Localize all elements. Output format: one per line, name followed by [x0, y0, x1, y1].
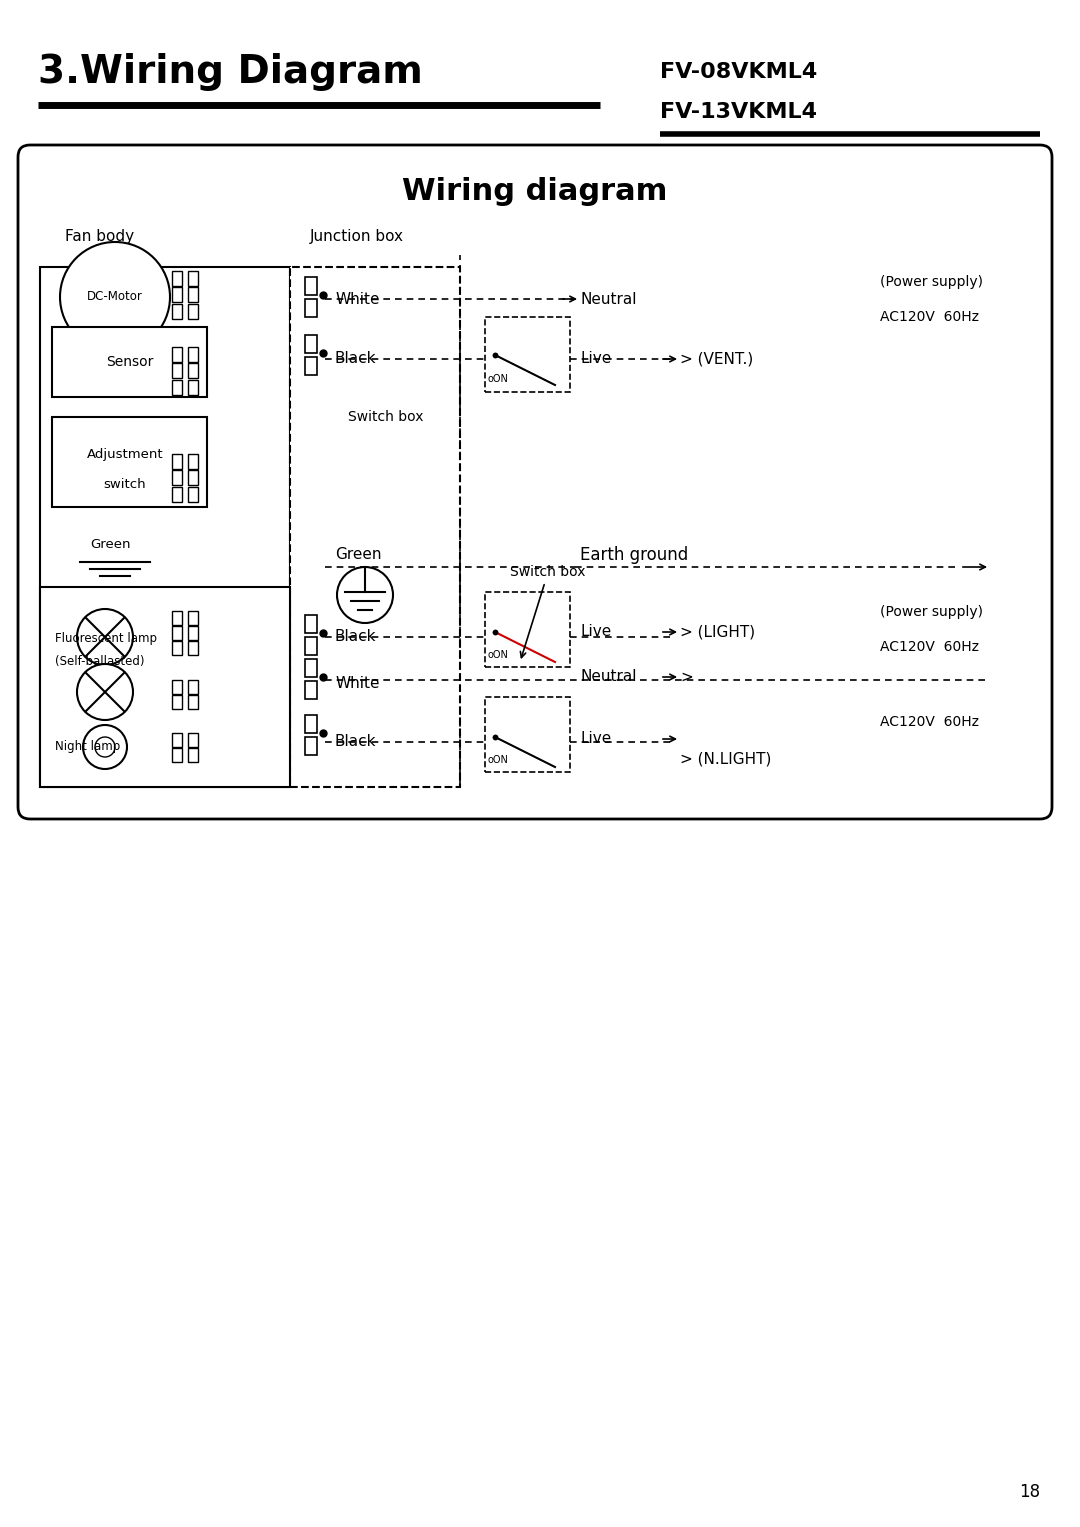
Bar — [172, 733, 183, 747]
Text: oON: oON — [488, 754, 509, 765]
Text: oON: oON — [488, 651, 509, 660]
FancyBboxPatch shape — [485, 318, 570, 392]
Bar — [305, 615, 318, 634]
Text: > (VENT.): > (VENT.) — [680, 351, 753, 366]
Text: 18: 18 — [1018, 1483, 1040, 1501]
Bar — [305, 681, 318, 699]
Bar — [172, 470, 183, 486]
Bar — [172, 454, 183, 469]
Text: Wiring diagram: Wiring diagram — [403, 177, 667, 206]
Text: > (N.LIGHT): > (N.LIGHT) — [680, 751, 771, 767]
Bar — [188, 681, 198, 693]
Bar — [188, 454, 198, 469]
Text: AC120V  60Hz: AC120V 60Hz — [880, 640, 978, 654]
Text: White: White — [335, 676, 379, 692]
Bar — [188, 347, 198, 362]
Text: FV-13VKML4: FV-13VKML4 — [660, 102, 816, 122]
Bar — [172, 380, 183, 395]
Bar — [188, 626, 198, 640]
Circle shape — [95, 738, 114, 757]
Bar — [188, 695, 198, 709]
FancyBboxPatch shape — [40, 267, 291, 786]
FancyBboxPatch shape — [18, 145, 1052, 818]
Bar — [188, 641, 198, 655]
Text: oON: oON — [488, 374, 509, 383]
Text: Live: Live — [580, 625, 611, 640]
Text: Switch box: Switch box — [348, 411, 423, 425]
Bar — [188, 363, 198, 379]
Text: Neutral: Neutral — [580, 292, 636, 307]
Bar — [305, 637, 318, 655]
Bar — [188, 470, 198, 486]
Bar — [305, 299, 318, 318]
Text: Earth ground: Earth ground — [580, 547, 688, 563]
Text: Neutral: Neutral — [580, 669, 636, 684]
Text: (Power supply): (Power supply) — [880, 275, 983, 289]
Text: DC-Motor: DC-Motor — [87, 290, 143, 304]
Circle shape — [77, 609, 133, 664]
Text: Night lamp: Night lamp — [55, 741, 120, 753]
Circle shape — [60, 241, 170, 353]
Bar — [305, 276, 318, 295]
Bar — [305, 660, 318, 676]
Text: (Self-ballasted): (Self-ballasted) — [55, 655, 145, 669]
Bar — [188, 487, 198, 502]
Text: 3.Wiring Diagram: 3.Wiring Diagram — [38, 53, 423, 92]
Bar — [188, 748, 198, 762]
Bar — [188, 611, 198, 625]
Bar — [305, 357, 318, 376]
Text: Live: Live — [580, 731, 611, 747]
Bar — [172, 641, 183, 655]
Bar — [172, 695, 183, 709]
Text: White: White — [335, 292, 379, 307]
Text: Black: Black — [335, 629, 377, 644]
Bar — [172, 681, 183, 693]
Bar — [172, 487, 183, 502]
Circle shape — [83, 725, 127, 770]
Bar — [305, 334, 318, 353]
Bar — [172, 748, 183, 762]
Text: Black: Black — [335, 351, 377, 366]
Bar — [188, 380, 198, 395]
Text: Live: Live — [580, 351, 611, 366]
Bar — [188, 287, 198, 302]
Text: Green: Green — [90, 539, 131, 551]
Circle shape — [77, 664, 133, 721]
Bar — [305, 738, 318, 754]
Bar — [172, 304, 183, 319]
FancyBboxPatch shape — [485, 696, 570, 773]
Text: Black: Black — [335, 734, 377, 750]
Text: >: > — [680, 669, 692, 684]
Bar — [52, 417, 207, 507]
FancyBboxPatch shape — [291, 267, 460, 786]
Text: FV-08VKML4: FV-08VKML4 — [660, 63, 818, 82]
Text: AC120V  60Hz: AC120V 60Hz — [880, 310, 978, 324]
Text: Switch box: Switch box — [510, 565, 585, 579]
Text: switch: switch — [104, 478, 146, 492]
Bar — [188, 733, 198, 747]
Bar — [172, 611, 183, 625]
Text: Green: Green — [335, 548, 381, 562]
Text: Junction box: Junction box — [310, 229, 404, 244]
Text: Sensor: Sensor — [106, 354, 153, 370]
Text: (Power supply): (Power supply) — [880, 605, 983, 618]
FancyBboxPatch shape — [40, 586, 291, 786]
Bar — [172, 270, 183, 286]
Bar — [305, 715, 318, 733]
Bar — [172, 347, 183, 362]
Text: Fan body: Fan body — [65, 229, 134, 244]
Bar — [188, 304, 198, 319]
Bar — [172, 626, 183, 640]
FancyBboxPatch shape — [485, 592, 570, 667]
Bar — [172, 287, 183, 302]
Text: > (LIGHT): > (LIGHT) — [680, 625, 755, 640]
Text: Fluorescent lamp: Fluorescent lamp — [55, 632, 157, 646]
Bar — [52, 327, 207, 397]
Text: AC120V  60Hz: AC120V 60Hz — [880, 715, 978, 728]
Text: Adjustment: Adjustment — [86, 449, 163, 461]
Bar — [188, 270, 198, 286]
Bar — [172, 363, 183, 379]
Circle shape — [337, 567, 393, 623]
